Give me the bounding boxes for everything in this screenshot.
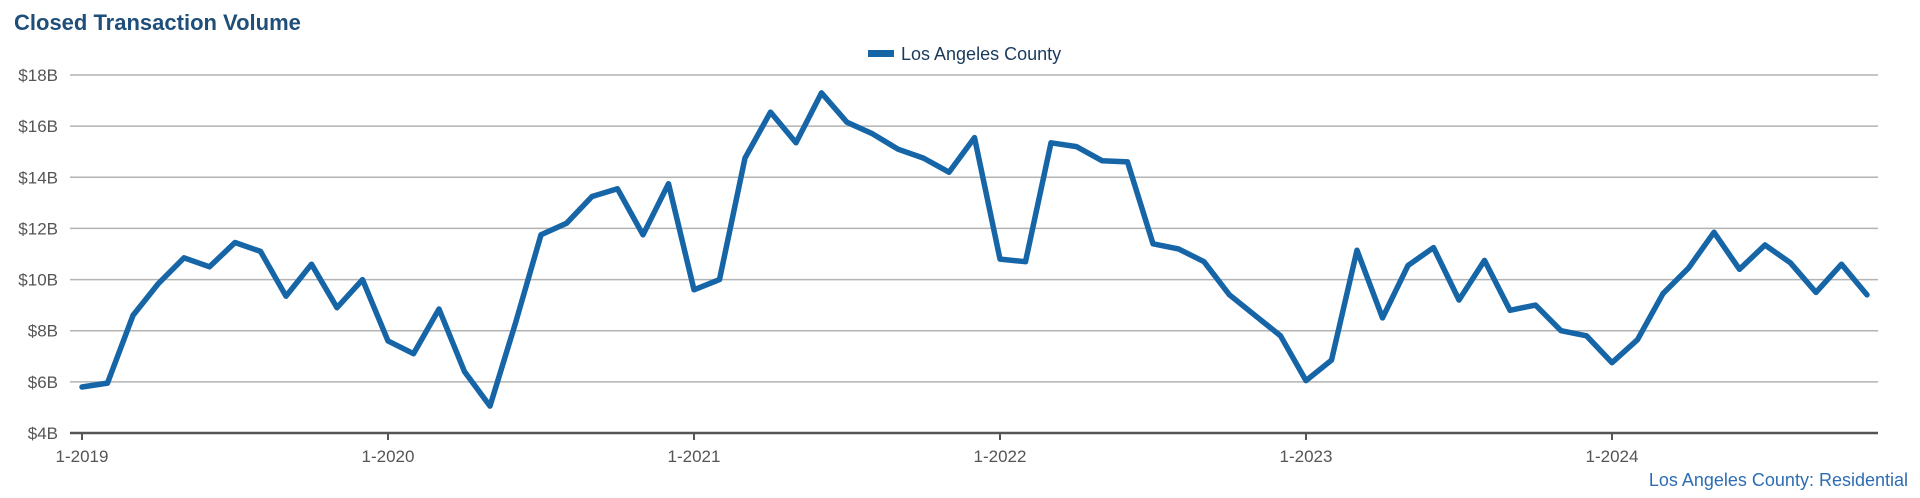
- data-point: [462, 369, 467, 374]
- y-tick-label: $16B: [18, 117, 58, 136]
- data-point: [1227, 292, 1232, 297]
- data-point: [1253, 313, 1257, 318]
- data-point: [309, 262, 314, 267]
- data-point: [947, 170, 951, 175]
- data-point: [233, 240, 237, 245]
- series-line: [79, 90, 1870, 409]
- data-point: [1661, 291, 1665, 296]
- data-point: [896, 147, 900, 152]
- x-axis: 1-2019 1-2020 1-2021 1-2022 1-2023 1-2024: [56, 431, 1878, 466]
- x-tick-label: 1-2022: [974, 447, 1027, 466]
- data-point: [921, 156, 926, 161]
- data-point: [768, 110, 773, 115]
- data-point: [1049, 140, 1053, 145]
- data-point: [1074, 144, 1079, 149]
- data-point: [1151, 241, 1155, 246]
- legend-swatch: [868, 50, 894, 57]
- data-point: [182, 255, 186, 260]
- data-point: [437, 307, 441, 311]
- x-tick-label: 1-2023: [1280, 447, 1333, 466]
- data-point: [1380, 315, 1385, 320]
- data-point: [692, 287, 696, 292]
- data-point: [1508, 308, 1512, 313]
- data-point: [641, 232, 645, 237]
- data-point: [1329, 358, 1334, 363]
- data-point: [1023, 259, 1028, 264]
- y-tick-label: $6B: [28, 373, 58, 392]
- data-point: [1686, 266, 1691, 271]
- data-point: [1482, 258, 1487, 263]
- y-tick-label: $12B: [18, 219, 58, 238]
- data-point: [1457, 298, 1461, 302]
- x-tick-label: 1-2024: [1586, 447, 1639, 466]
- data-point: [513, 321, 518, 325]
- data-point: [539, 232, 543, 237]
- data-point: [590, 194, 594, 199]
- data-point: [1355, 248, 1359, 253]
- data-point: [105, 381, 110, 386]
- data-point: [1278, 333, 1283, 338]
- data-point: [156, 281, 161, 286]
- data-point: [207, 264, 212, 269]
- data-point: [1202, 259, 1206, 264]
- data-point: [80, 385, 84, 389]
- y-tick-label: $14B: [18, 168, 58, 187]
- data-point: [386, 338, 390, 343]
- data-point: [360, 277, 365, 282]
- data-point: [1737, 267, 1742, 272]
- data-point: [717, 277, 722, 282]
- y-tick-label: $4B: [28, 424, 58, 443]
- data-point: [1839, 262, 1844, 267]
- data-point: [1533, 303, 1538, 308]
- data-point: [131, 313, 135, 318]
- data-point: [284, 294, 288, 299]
- data-point: [335, 305, 339, 310]
- data-point: [1176, 246, 1181, 251]
- chart-title: Closed Transaction Volume: [14, 10, 301, 35]
- data-point: [794, 140, 798, 145]
- data-point: [972, 135, 977, 140]
- data-point: [258, 249, 263, 254]
- data-point: [1635, 337, 1640, 342]
- data-point: [1610, 360, 1614, 365]
- y-tick-label: $18B: [18, 66, 58, 85]
- x-tick-label: 1-2020: [362, 447, 415, 466]
- y-tick-label: $10B: [18, 271, 58, 290]
- data-point: [1788, 260, 1793, 265]
- data-point: [1712, 230, 1716, 235]
- data-point: [1406, 263, 1410, 268]
- data-point: [411, 351, 416, 356]
- data-point: [1584, 333, 1589, 338]
- data-point: [615, 186, 620, 191]
- data-point: [1559, 328, 1563, 333]
- data-point: [488, 404, 492, 409]
- chart-footnote: Los Angeles County: Residential: [1649, 470, 1908, 490]
- data-point: [1431, 245, 1436, 250]
- data-point: [564, 221, 569, 226]
- data-point: [845, 120, 849, 125]
- series-los-angeles-county: [79, 90, 1870, 409]
- data-point: [998, 257, 1002, 262]
- data-point: [870, 131, 875, 136]
- data-point: [743, 156, 747, 161]
- y-tick-label: $8B: [28, 322, 58, 341]
- data-point: [1304, 378, 1308, 383]
- data-point: [1100, 158, 1104, 163]
- data-point: [1763, 243, 1767, 247]
- x-tick-label: 1-2021: [668, 447, 721, 466]
- data-point: [1814, 290, 1818, 295]
- grid-lines: [70, 74, 1878, 383]
- y-axis-labels: $4B $6B $8B $10B $12B $14B $16B $18B: [18, 66, 58, 443]
- data-point: [1865, 292, 1869, 297]
- data-point: [666, 181, 671, 186]
- legend-label: Los Angeles County: [901, 44, 1061, 64]
- data-point: [1125, 159, 1130, 164]
- legend: Los Angeles County: [868, 44, 1061, 64]
- x-tick-label: 1-2019: [56, 447, 109, 466]
- data-point: [819, 90, 824, 95]
